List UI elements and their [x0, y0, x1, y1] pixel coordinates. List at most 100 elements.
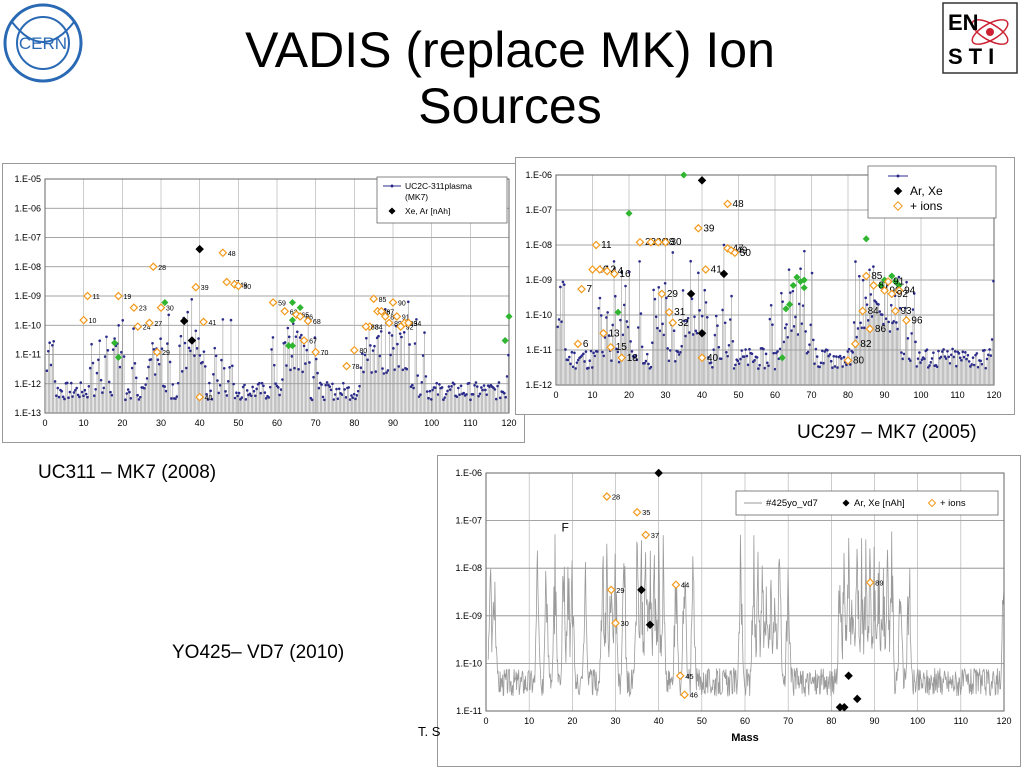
spectrum-point: [304, 362, 307, 365]
spectrum-point: [737, 362, 741, 365]
spectrum-point: [362, 370, 365, 374]
spectrum-point: [133, 362, 137, 365]
ion-marker: [632, 507, 642, 517]
spectrum-point: [369, 344, 372, 347]
spectrum-point: [156, 358, 160, 362]
spectrum-point: [76, 393, 80, 397]
spectrum-point: [65, 381, 69, 385]
spectrum-point: [415, 318, 418, 321]
ion-marker: [299, 336, 309, 345]
ion-label: 39: [201, 285, 209, 292]
x-tick-label: 90: [388, 418, 398, 428]
spectrum-point: [354, 397, 357, 401]
x-tick-label: 10: [524, 716, 534, 726]
x-tick-label: 40: [195, 418, 205, 428]
ion-marker: [152, 347, 162, 357]
legend-swatch-point: [390, 184, 394, 188]
spectrum-point: [53, 380, 57, 383]
spectrum-point: [243, 383, 246, 387]
spectrum-point: [700, 314, 704, 318]
spectrum-point: [393, 368, 397, 371]
spectrum-point: [619, 318, 622, 322]
spectrum-point: [743, 355, 746, 358]
ion-label: 78: [352, 364, 360, 371]
x-tick-label: 100: [910, 716, 925, 726]
spectrum-point: [175, 395, 179, 398]
ion-label: 86: [875, 324, 887, 335]
ion-label: 16: [619, 269, 631, 280]
legend-uc311: UC2C-311plasma(MK7) Xe, Ar [nAh]: [376, 176, 508, 224]
spectrum-point: [568, 355, 571, 359]
spectrum-point: [822, 361, 825, 365]
spectrum-point: [634, 354, 638, 357]
y-tick-label: 1.E-09: [525, 275, 552, 285]
spectrum-point: [82, 394, 85, 398]
ion-label: 27: [154, 321, 162, 328]
annotation-label: F: [562, 521, 569, 535]
spectrum-point: [909, 359, 912, 362]
spectrum-point: [895, 321, 898, 324]
spectrum-point: [860, 326, 864, 330]
ion-label: 15: [616, 342, 628, 353]
spectrum-point: [907, 357, 911, 361]
spectrum-point: [840, 357, 843, 360]
spectrum-point: [644, 359, 648, 363]
ion-label: 59: [278, 300, 286, 307]
spectrum-point: [704, 301, 708, 304]
ion-marker: [902, 316, 911, 325]
spectrum-point: [965, 357, 968, 361]
spectrum-point: [462, 391, 466, 395]
spectrum-point: [695, 331, 699, 335]
spectrum-point: [293, 366, 296, 370]
spectrum-point: [331, 382, 334, 386]
spectrum-point: [480, 386, 483, 389]
spectrum-point: [778, 347, 782, 351]
ion-label: 87: [879, 280, 891, 291]
spectrum-point: [125, 392, 129, 395]
spectrum-point: [505, 375, 509, 378]
spectrum-point: [680, 344, 684, 348]
ion-label: 94: [413, 321, 421, 328]
spectrum-point: [507, 353, 510, 357]
spectrum-point: [481, 388, 485, 392]
spectrum-point: [831, 366, 834, 369]
spectrum-point: [918, 351, 921, 354]
ion-marker: [83, 291, 92, 301]
legend-entry: #425yo_vd7: [766, 498, 818, 509]
spectrum-point: [962, 355, 966, 359]
spectrum-point: [804, 330, 807, 333]
spectrum-point: [582, 352, 585, 356]
ion-marker: [646, 237, 656, 247]
ion-marker: [675, 671, 685, 681]
spectrum-point: [363, 353, 367, 357]
x-tick-label: 60: [770, 390, 780, 400]
spectrum-point: [686, 316, 690, 320]
spectrum-point: [69, 381, 73, 385]
x-tick-label: 0: [553, 390, 558, 400]
ion-marker: [369, 294, 379, 304]
x-tick-label: 80: [349, 418, 359, 428]
spectrum-point: [206, 398, 210, 401]
spectrum-point: [958, 356, 962, 360]
spectrum-point: [67, 396, 70, 400]
spectrum-point: [975, 352, 979, 355]
spectrum-point: [168, 360, 172, 364]
legend-swatch-gas: [842, 499, 850, 507]
spectrum-point: [379, 330, 383, 333]
ion-marker: [156, 303, 166, 313]
spectrum-point: [914, 340, 917, 344]
ion-marker: [218, 248, 228, 258]
spectrum-point: [833, 365, 837, 368]
ion-label: 41: [209, 320, 217, 327]
ion-label: 87: [386, 309, 394, 316]
spectrum-point: [482, 384, 486, 387]
spectrum-point: [887, 320, 890, 324]
spectrum-point: [120, 350, 123, 354]
spectrum-point: [151, 341, 154, 345]
spectrum-point: [570, 350, 574, 354]
y-tick-label: 1.E-08: [455, 563, 482, 573]
x-tick-label: 40: [697, 390, 707, 400]
x-tick-label: 30: [156, 418, 166, 428]
y-tick-label: 1.E-11: [15, 350, 41, 360]
spectrum-point: [179, 334, 183, 338]
